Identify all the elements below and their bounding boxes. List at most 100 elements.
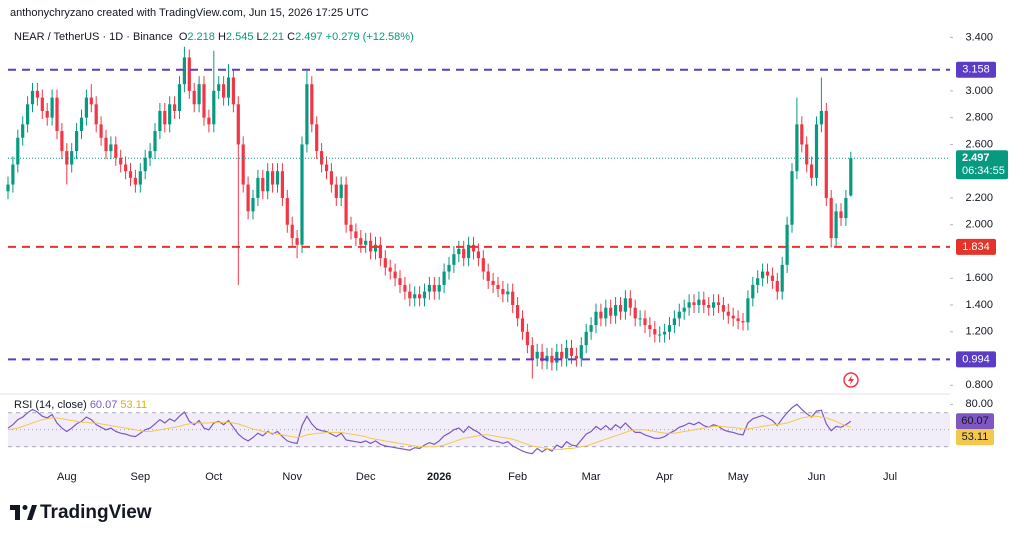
candle-body [310,84,314,125]
candle-body [202,84,206,118]
candle-body [295,238,299,245]
candle-body [599,311,603,319]
candle-body [805,144,809,165]
candle-body [467,244,471,259]
level-label: 1.834 [962,241,990,253]
candle-body [432,284,436,292]
candle-body [373,244,378,252]
candle-body [359,238,363,245]
rsi-line [7,415,851,450]
footer-logo: TradingView [40,502,152,523]
candle-body [795,124,799,172]
x-tick-label: Mar [582,471,601,483]
candle-body [290,224,294,239]
candle-body [11,164,15,185]
symbol: NEAR / TetherUS · 1D · Binance [14,31,173,43]
candle-body [839,211,843,219]
candle-body [667,325,672,332]
candle-body [388,267,392,272]
candle-body [520,318,525,332]
candle-body [26,104,30,125]
candle-body [447,264,451,272]
candle-body [471,244,476,252]
y-tick-label: 80.00 [965,398,993,410]
candle-body [736,318,740,322]
candle-body [114,144,118,158]
candle-body [236,104,240,145]
candle-body [824,110,828,198]
price-legend: NEAR / TetherUS · 1D · Binance O2.218 H2… [14,31,414,43]
level-label-box [956,61,996,78]
candle-body [555,351,559,363]
candle-body [481,258,485,272]
candle-body [653,329,657,335]
candle-body [364,240,368,245]
candle-body [569,347,574,356]
candle-body [589,325,593,332]
candle-body [21,124,25,138]
candle-body [271,171,275,185]
candle-body [726,311,730,316]
candle-body [516,305,520,319]
candle-body [658,334,662,336]
candle-body [45,110,49,118]
candle-body [369,240,373,252]
low-letter: L [257,31,263,43]
y-tick-label: 1.600 [965,272,993,284]
candle-body [79,117,84,132]
candle-body [800,124,804,145]
candle-body [486,271,490,281]
y-tick-label: 2.200 [965,192,993,204]
candle-body [560,351,564,359]
candle-body [579,345,583,359]
candle-body [222,84,226,98]
candle-body [452,254,456,265]
candle-body [643,318,647,326]
candle-body [525,331,529,346]
x-tick-label: 2026 [427,471,451,483]
candle-body [177,84,182,111]
candle-body [594,311,598,326]
plot-area: Aug Sep Oct Nov Dec 2026 Feb Mar Apr May Jun Jul 3.4… [0,31,1008,483]
candle-body [226,77,231,98]
candle-body [633,307,637,319]
x-tick-label: Apr [656,471,673,483]
candle-body [119,157,123,165]
candle-body [814,124,819,178]
candle-body [217,84,221,91]
candle-body [565,347,569,359]
candle-body [280,171,284,198]
candle-body [834,211,838,239]
alert-icon[interactable] [843,372,859,388]
candle-body [442,271,446,285]
candle-body [329,171,333,185]
candle-body [765,271,770,276]
candle-body [422,291,427,299]
candle-body [476,251,480,259]
candle-body [741,321,745,323]
candle-body [275,171,280,185]
level-label-box [956,351,996,368]
last-price-box [956,150,1008,180]
rsi-line [7,403,852,455]
candle-body [761,271,765,279]
rsi-legend: RSI (14, close) 60.07 53.11 [14,399,147,411]
candle-body [300,144,304,245]
y-tick-label: 2.600 [965,138,993,150]
candle-body [462,248,466,259]
candle-body [810,164,814,178]
candle-body [104,137,108,152]
candle-body [60,131,64,152]
candle-body [574,355,578,359]
level-label: 0.994 [962,353,990,365]
candle-body [84,97,88,118]
candle-body [148,151,152,158]
rsi-value: 60.07 [90,399,118,411]
candle-body [413,294,417,299]
y-tick-label: 2.800 [965,112,993,124]
candle-body [677,311,681,319]
candle-body [124,164,128,172]
candle-body [173,104,177,111]
candle-body [50,97,54,118]
